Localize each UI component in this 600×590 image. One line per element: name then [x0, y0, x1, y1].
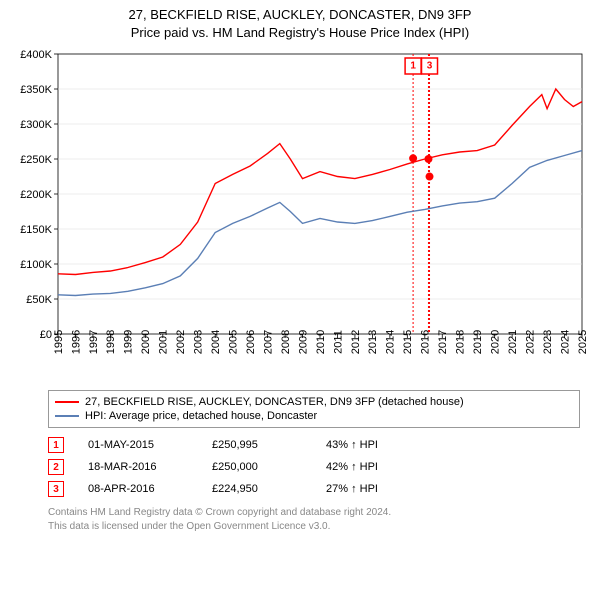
- transaction-price: £250,995: [212, 439, 302, 451]
- x-tick-label: 2020: [490, 330, 502, 354]
- x-tick-label: 2023: [542, 330, 554, 354]
- chart-svg: £0 £50K £100K £150K £200K £250K £300K £350K £400…: [10, 44, 590, 384]
- footer: Contains HM Land Registry data © Crown c…: [48, 506, 580, 534]
- y-tick-label: £300K: [20, 119, 52, 131]
- y-tick-label: £100K: [20, 259, 52, 271]
- transaction-marker-number: 1: [48, 437, 64, 453]
- transaction-row: 2 18-MAR-2016 £250,000 42% ↑ HPI: [48, 456, 580, 478]
- x-tick-label: 2001: [158, 330, 170, 354]
- legend-swatch: [55, 415, 79, 417]
- marker-point: [426, 173, 434, 181]
- legend: 27, BECKFIELD RISE, AUCKLEY, DONCASTER, …: [48, 390, 580, 428]
- x-tick-label: 1996: [70, 330, 82, 354]
- title-line-2: Price paid vs. HM Land Registry's House …: [0, 24, 600, 42]
- x-tick-label: 2007: [262, 330, 274, 354]
- x-tick-label: 2017: [437, 330, 449, 354]
- x-tick-label: 2019: [472, 330, 484, 354]
- transaction-pct: 43% ↑ HPI: [326, 439, 426, 451]
- x-tick-label: 2011: [332, 331, 344, 355]
- x-tick-label: 2014: [385, 330, 397, 354]
- transaction-pct: 27% ↑ HPI: [326, 483, 426, 495]
- x-tick-label: 2016: [420, 330, 432, 354]
- marker-label-text: 3: [427, 61, 433, 72]
- legend-swatch: [55, 401, 79, 403]
- x-tick-label: 2010: [315, 330, 327, 354]
- x-tick-label: 1999: [123, 330, 135, 354]
- legend-row: HPI: Average price, detached house, Donc…: [55, 409, 573, 423]
- x-tick-label: 2000: [140, 330, 152, 354]
- chart-title-block: 27, BECKFIELD RISE, AUCKLEY, DONCASTER, …: [0, 0, 600, 44]
- x-tick-label: 2013: [367, 330, 379, 354]
- x-tick-label: 2012: [350, 330, 362, 354]
- marker-point: [424, 155, 432, 163]
- x-tick-label: 2024: [559, 330, 571, 354]
- legend-label: 27, BECKFIELD RISE, AUCKLEY, DONCASTER, …: [85, 396, 464, 408]
- footer-line-2: This data is licensed under the Open Gov…: [48, 520, 580, 534]
- transaction-row: 3 08-APR-2016 £224,950 27% ↑ HPI: [48, 478, 580, 500]
- transaction-date: 01-MAY-2015: [88, 439, 188, 451]
- x-tick-label: 2018: [455, 330, 467, 354]
- transaction-date: 08-APR-2016: [88, 483, 188, 495]
- x-tick-label: 2006: [245, 330, 257, 354]
- series-property: [58, 89, 582, 275]
- transaction-price: £250,000: [212, 461, 302, 473]
- marker-label-text: 1: [410, 61, 416, 72]
- y-tick-label: £150K: [20, 224, 52, 236]
- x-tick-label: 2003: [193, 330, 205, 354]
- y-tick-label: £50K: [26, 294, 52, 306]
- transaction-price: £224,950: [212, 483, 302, 495]
- transaction-date: 18-MAR-2016: [88, 461, 188, 473]
- x-tick-label: 2009: [297, 330, 309, 354]
- legend-row: 27, BECKFIELD RISE, AUCKLEY, DONCASTER, …: [55, 395, 573, 409]
- y-tick-label: £200K: [20, 189, 52, 201]
- x-tick-label: 2002: [175, 330, 187, 354]
- x-tick-label: 1995: [53, 330, 65, 354]
- y-tick-label: £350K: [20, 84, 52, 96]
- transaction-row: 1 01-MAY-2015 £250,995 43% ↑ HPI: [48, 434, 580, 456]
- x-tick-label: 2005: [228, 330, 240, 354]
- transaction-marker-number: 2: [48, 459, 64, 475]
- transaction-marker-number: 3: [48, 481, 64, 497]
- y-tick-label: £250K: [20, 154, 52, 166]
- y-tick-label: £400K: [20, 49, 52, 61]
- x-tick-label: 2022: [524, 330, 536, 354]
- x-tick-label: 2025: [577, 330, 589, 354]
- x-tick-label: 2021: [507, 330, 519, 354]
- chart: £0 £50K £100K £150K £200K £250K £300K £350K £400…: [10, 44, 590, 384]
- y-tick-label: £0: [40, 329, 52, 341]
- footer-line-1: Contains HM Land Registry data © Crown c…: [48, 506, 580, 520]
- marker-point: [409, 155, 417, 163]
- x-tick-label: 1997: [88, 330, 100, 354]
- title-line-1: 27, BECKFIELD RISE, AUCKLEY, DONCASTER, …: [0, 6, 600, 24]
- transaction-pct: 42% ↑ HPI: [326, 461, 426, 473]
- legend-label: HPI: Average price, detached house, Donc…: [85, 410, 317, 422]
- x-tick-label: 1998: [105, 330, 117, 354]
- x-tick-label: 2008: [280, 330, 292, 354]
- x-tick-label: 2015: [402, 330, 414, 354]
- transaction-table: 1 01-MAY-2015 £250,995 43% ↑ HPI 2 18-MAR-201…: [48, 434, 580, 500]
- x-tick-label: 2004: [210, 330, 222, 354]
